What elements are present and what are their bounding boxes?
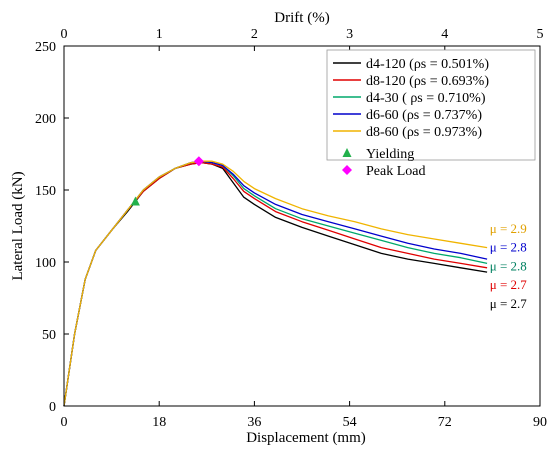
y-tick-label: 200 [35, 112, 56, 127]
y-axis-title: Lateral Load (kN) [10, 171, 26, 280]
legend-label-4: d6-60 (ρs = 0.737%) [366, 108, 482, 123]
x-tick-label: 18 [152, 415, 166, 430]
x2-tick-label: 3 [346, 27, 353, 42]
x-axis-title: Displacement (mm) [246, 430, 366, 446]
x2-tick-label: 1 [156, 27, 163, 42]
x-tick-label: 54 [343, 415, 357, 430]
ductility-label-4: μ = 2.7 [490, 277, 528, 292]
legend: d4-120 (ρs = 0.501%) d8-120 (ρs = 0.693%)… [326, 49, 536, 179]
y-tick-label: 0 [49, 400, 56, 415]
x-tick-label: 0 [61, 415, 68, 430]
x2-tick-label: 5 [537, 27, 544, 42]
x-tick-label: 90 [533, 415, 547, 430]
series-line-5 [63, 160, 488, 407]
y-tick-label: 250 [35, 40, 56, 55]
ductility-annotations: μ = 2.9 μ = 2.8 μ = 2.8 μ = 2.7 μ = 2.7 [490, 221, 528, 311]
yielding-marker [130, 196, 140, 206]
y-tick-label: 50 [42, 328, 56, 343]
y-tick-label: 150 [35, 184, 56, 199]
x2-tick-label: 4 [441, 27, 448, 42]
legend-yielding-symbol [342, 148, 352, 157]
ductility-label-2: μ = 2.8 [490, 240, 527, 255]
y-tick-label: 100 [35, 256, 56, 271]
x2-tick-label: 2 [251, 27, 258, 42]
ductility-label-1: μ = 2.9 [490, 221, 527, 236]
legend-marker-label-2: Peak Load [366, 164, 425, 179]
plot-frame [63, 45, 541, 407]
ductility-label-3: μ = 2.8 [490, 258, 527, 273]
series-lines [63, 160, 488, 407]
x-tick-label: 72 [438, 415, 452, 430]
x2-tick-label: 0 [61, 27, 68, 42]
legend-label-3: d4-30 ( ρs = 0.710%) [366, 91, 486, 106]
legend-label-1: d4-120 (ρs = 0.501%) [366, 57, 489, 72]
peak-load-marker [193, 156, 204, 167]
legend-box [326, 49, 536, 161]
x-tick-label: 36 [247, 415, 261, 430]
legend-label-5: d8-60 (ρs = 0.973%) [366, 125, 482, 140]
legend-label-2: d8-120 (ρs = 0.693%) [366, 74, 489, 89]
data-markers [130, 156, 204, 206]
legend-peak-load-symbol [342, 165, 352, 175]
legend-marker-label-1: Yielding [366, 147, 414, 162]
ductility-label-5: μ = 2.7 [490, 296, 528, 311]
x2-axis-title: Drift (%) [274, 10, 329, 26]
